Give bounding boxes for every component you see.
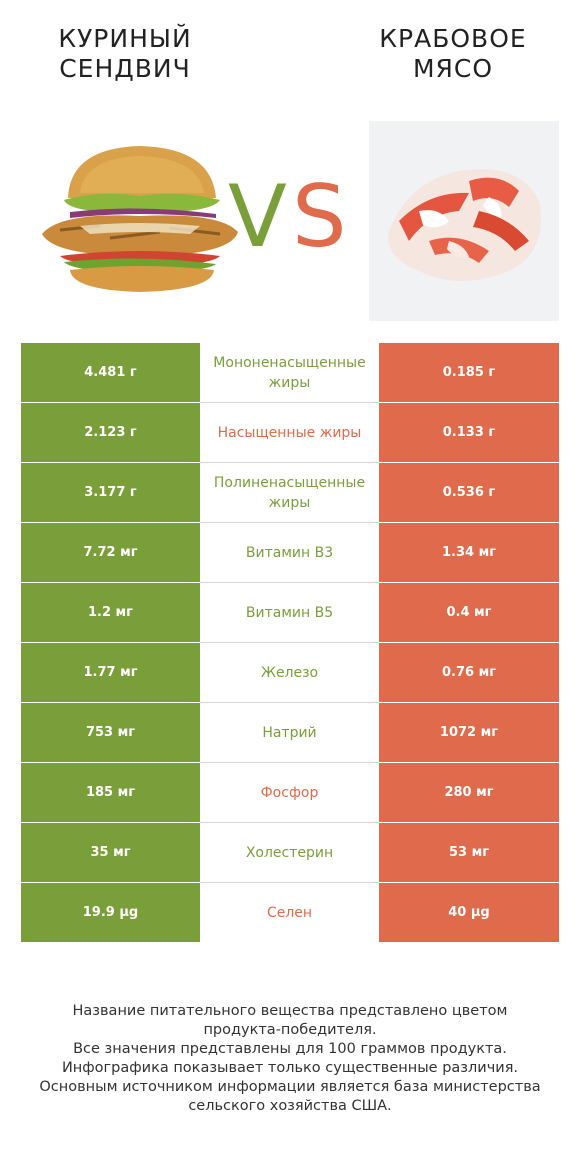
footer-note: Название питательного вещества представл… <box>20 1002 560 1116</box>
right-value: 1.34 мг <box>379 523 559 583</box>
nutrient-name: Натрий <box>200 703 379 763</box>
left-value: 35 мг <box>21 823 200 883</box>
table-row: 4.481 г Мононенасыщенные жиры 0.185 г <box>21 343 559 403</box>
footer-line5: Основным источником информации является … <box>39 1079 541 1095</box>
crab-meat-image <box>369 121 559 321</box>
nutrient-name: Витамин B5 <box>200 583 379 643</box>
left-value: 7.72 мг <box>21 523 200 583</box>
table-row: 1.2 мг Витамин B5 0.4 мг <box>21 583 559 643</box>
table-row: 2.123 г Насыщенные жиры 0.133 г <box>21 403 559 463</box>
nutrient-name: Селен <box>266 905 313 921</box>
nutrient-name: Полиненасыщенные жиры <box>200 463 379 523</box>
footer-line4: Инфографика показывает только существенн… <box>61 1060 519 1076</box>
left-title-line2: СЕНДВИЧ <box>59 54 191 83</box>
table-row: 1.77 мг Железо 0.76 мг <box>21 643 559 703</box>
nutrient-name: Железо <box>200 643 379 703</box>
left-value: 185 мг <box>21 763 200 823</box>
vs-s: S <box>292 170 347 254</box>
left-value: 1.77 мг <box>21 643 200 703</box>
nutrient-name: Фосфор <box>200 763 379 823</box>
footer-line2: продукта-победителя. <box>203 1022 377 1038</box>
table-row: 35 мг Холестерин 53 мг <box>21 823 559 883</box>
left-value: 1.2 мг <box>21 583 200 643</box>
right-value: 0.536 г <box>379 463 559 523</box>
vs-v: V <box>228 170 287 254</box>
table-row: 3.177 г Полиненасыщенные жиры 0.536 г <box>21 463 559 523</box>
nutrient-name: Мононенасыщенные жиры <box>200 343 379 403</box>
nutrient-name: Насыщенные жиры <box>200 403 379 463</box>
right-title-line1: КРАБОВОЕ <box>379 24 527 53</box>
left-value: 2.123 г <box>21 403 200 463</box>
nutrient-name: Холестерин <box>200 823 379 883</box>
nutrient-name: Витамин B3 <box>200 523 379 583</box>
table-row: 185 мг Фосфор 280 мг <box>21 763 559 823</box>
left-value: 4.481 г <box>21 343 200 403</box>
footer-line3: Все значения представлены для 100 граммо… <box>73 1041 507 1057</box>
right-value: 53 мг <box>379 823 559 883</box>
left-product-title: КУРИНЫЙ СЕНДВИЧ <box>10 24 240 84</box>
footer-line6: сельского хозяйства США. <box>188 1098 392 1114</box>
footer-line1: Название питательного вещества представл… <box>72 1003 508 1019</box>
table-row: 7.72 мг Витамин B3 1.34 мг <box>21 523 559 583</box>
table-row: 19.9 µg Селен 40 µg <box>21 883 559 943</box>
left-title-line1: КУРИНЫЙ <box>58 24 192 53</box>
right-value: 280 мг <box>379 763 559 823</box>
chicken-sandwich-image <box>42 146 238 292</box>
right-product-title: КРАБОВОЕ МЯСО <box>338 24 568 84</box>
left-value: 753 мг <box>21 703 200 763</box>
vs-logo: V S <box>228 170 347 254</box>
right-title-line2: МЯСО <box>412 54 494 83</box>
right-value: 0.133 г <box>379 403 559 463</box>
table-row: 753 мг Натрий 1072 мг <box>21 703 559 763</box>
nutrient-table: 4.481 г Мононенасыщенные жиры 0.185 г 2.123… <box>21 343 559 943</box>
right-value: 0.185 г <box>379 343 559 403</box>
left-value: 3.177 г <box>21 463 200 523</box>
right-value: 0.4 мг <box>379 583 559 643</box>
right-value: 0.76 мг <box>379 643 559 703</box>
right-value: 40 µg <box>379 883 559 943</box>
left-value: 19.9 µg <box>21 883 200 943</box>
right-value: 1072 мг <box>379 703 559 763</box>
